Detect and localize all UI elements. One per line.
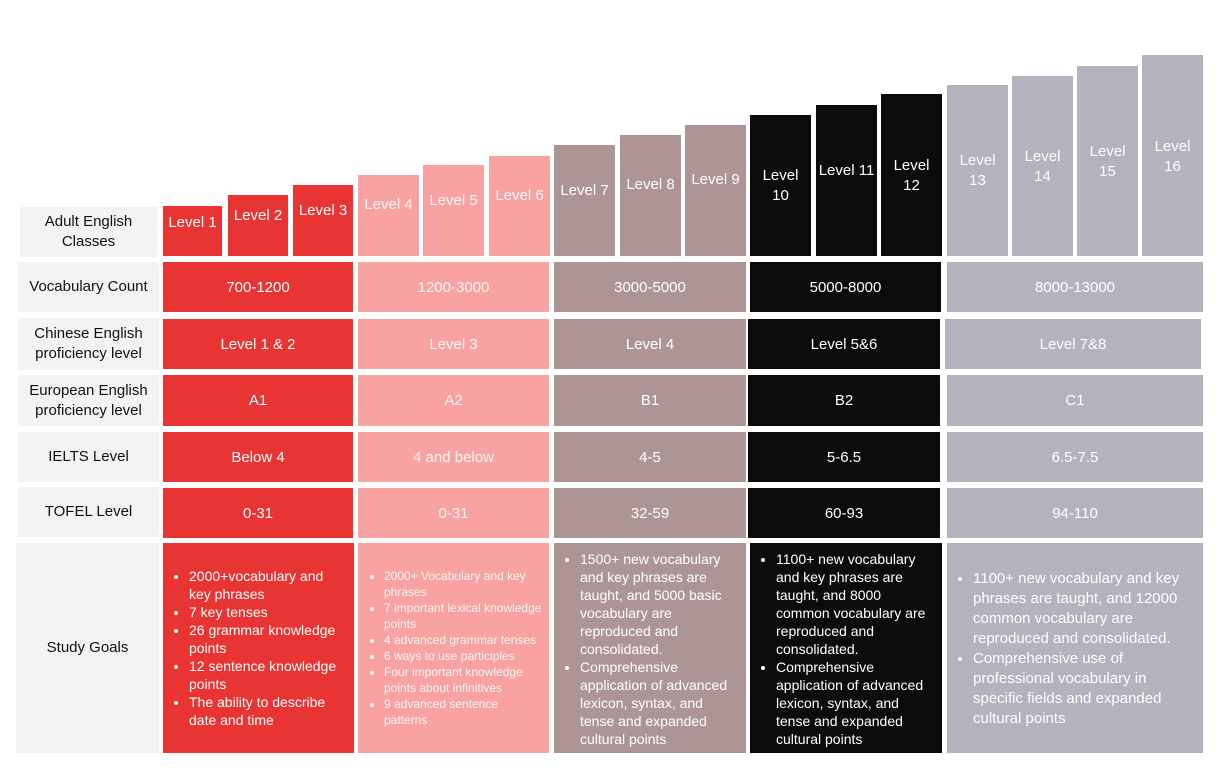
study-goals-list: 1100+ new vocabulary and key phrases are… — [750, 550, 942, 748]
level-bar: Level 12 — [881, 94, 942, 256]
european-level-cell: A1 — [163, 375, 353, 426]
study-goal-item: Comprehensive use of professional vocabu… — [973, 649, 1197, 729]
study-goal-item: Four important knowledge points about in… — [384, 664, 543, 696]
ielts-cell: 6.5-7.5 — [947, 432, 1203, 482]
ielts-cell: 5-6.5 — [748, 432, 940, 482]
level-bar: Level 5 — [423, 165, 484, 256]
level-bar: Level 16 — [1142, 55, 1203, 256]
european-level-cell: C1 — [947, 375, 1203, 426]
chinese-level-cell: Level 4 — [554, 319, 746, 369]
chinese-level-cell: Level 7&8 — [945, 319, 1201, 369]
level-bar-label: Level 6 — [495, 187, 544, 204]
chinese-level-cell: Level 5&6 — [748, 319, 940, 369]
ielts-cell: Below 4 — [163, 432, 353, 482]
study-goal-item: 2000+ Vocabulary and key phrases — [384, 568, 543, 600]
european-level-cell: A2 — [358, 375, 549, 426]
level-bar-label: Level 5 — [429, 192, 478, 209]
row-header-goals: Study Goals — [16, 543, 159, 753]
ielts-cell: 4-5 — [554, 432, 746, 482]
level-bar: Level 2 — [228, 195, 288, 256]
tofel-cell: 32-59 — [554, 488, 746, 538]
level-bar: Level 1 — [163, 206, 222, 256]
study-goals-list: 2000+vocabulary and key phrases 7 key te… — [163, 567, 354, 729]
row-header-tofel: TOFEL Level — [18, 487, 159, 537]
level-bar-label: Level 7 — [560, 182, 609, 199]
study-goal-item: 7 key tenses — [189, 603, 348, 621]
level-bar: Level 15 — [1077, 66, 1138, 256]
level-bar: Level 10 — [750, 115, 811, 256]
tofel-cell: 0-31 — [358, 488, 549, 538]
level-bar: Level 8 — [620, 135, 681, 256]
row-header-classes-text: Adult English Classes — [44, 213, 133, 250]
row-header-classes: Adult English Classes — [20, 207, 157, 257]
study-goal-item: The ability to describe date and time — [189, 693, 348, 729]
level-bar-label: Level 10 — [762, 167, 799, 204]
study-goal-item: 1100+ new vocabulary and key phrases are… — [973, 569, 1197, 649]
row-header-chinese-text: Chinese English proficiency level — [34, 325, 143, 362]
ielts-cell: 4 and below — [358, 432, 549, 482]
level-bar-label: Level 11 — [818, 162, 875, 179]
study-goal-item: 4 advanced grammar tenses — [384, 632, 543, 648]
tofel-cell: 60-93 — [748, 488, 940, 538]
study-goals-list: 2000+ Vocabulary and key phrases 7 impor… — [358, 568, 549, 728]
study-goals-cell: 1100+ new vocabulary and key phrases are… — [750, 543, 942, 753]
level-bar: Level 14 — [1012, 76, 1073, 256]
level-bar-label: Level 12 — [893, 157, 930, 194]
level-bar: Level 9 — [685, 125, 746, 256]
level-bar-label: Level 14 — [1024, 148, 1061, 185]
study-goal-item: 6 ways to use participles — [384, 648, 543, 664]
study-goals-cell: 1100+ new vocabulary and key phrases are… — [947, 543, 1203, 753]
tofel-cell: 94-110 — [947, 488, 1203, 538]
vocab-cell: 3000-5000 — [554, 262, 746, 312]
vocab-cell: 1200-3000 — [358, 262, 549, 312]
study-goal-item: 2000+vocabulary and key phrases — [189, 567, 348, 603]
level-bar-label: Level 4 — [364, 196, 413, 213]
chinese-level-cell: Level 1 & 2 — [163, 319, 353, 369]
level-bar-label: Level 9 — [691, 171, 740, 188]
row-header-european-text: European English proficiency level — [29, 381, 148, 419]
study-goals-cell: 1500+ new vocabulary and key phrases are… — [554, 543, 746, 753]
study-goal-item: 9 advanced sentence patterns — [384, 696, 543, 728]
study-goal-item: 7 important lexical knowledge points — [384, 600, 543, 632]
study-goal-item: 1500+ new vocabulary and key phrases are… — [580, 550, 740, 658]
level-bar: Level 4 — [358, 175, 419, 256]
level-bar: Level 13 — [947, 85, 1008, 256]
study-goals-list: 1500+ new vocabulary and key phrases are… — [554, 550, 746, 748]
tofel-cell: 0-31 — [163, 488, 353, 538]
level-bar: Level 3 — [293, 185, 353, 256]
vocab-cell: 5000-8000 — [750, 262, 941, 312]
level-bar-label: Level 2 — [233, 207, 283, 224]
level-bar-label: Level 13 — [959, 152, 996, 189]
level-bar-label: Level 3 — [298, 202, 348, 219]
study-goals-cell: 2000+vocabulary and key phrases 7 key te… — [163, 543, 354, 753]
level-bar-label: Level 16 — [1154, 138, 1191, 175]
level-bar-label: Level 15 — [1089, 143, 1126, 180]
vocab-cell: 8000-13000 — [947, 262, 1203, 312]
european-level-cell: B1 — [554, 375, 746, 426]
chinese-level-cell: Level 3 — [358, 319, 549, 369]
row-header-ielts: IELTS Level — [18, 432, 159, 482]
row-header-vocab: Vocabulary Count — [18, 262, 159, 312]
study-goals-list: 1100+ new vocabulary and key phrases are… — [947, 569, 1203, 729]
level-bar: Level 11 — [816, 105, 877, 256]
study-goals-cell: 2000+ Vocabulary and key phrases 7 impor… — [358, 543, 549, 753]
row-header-chinese: Chinese English proficiency level — [18, 318, 159, 370]
vocab-cell: 700-1200 — [163, 262, 353, 312]
study-goal-item: 1100+ new vocabulary and key phrases are… — [776, 550, 936, 658]
study-goal-item: Comprehensive application of advanced le… — [580, 658, 740, 748]
level-bar-label: Level 1 — [168, 214, 217, 231]
study-goal-item: Comprehensive application of advanced le… — [776, 658, 936, 748]
european-level-cell: B2 — [748, 375, 940, 426]
study-goal-item: 12 sentence knowledge points — [189, 657, 348, 693]
level-bar: Level 6 — [489, 156, 550, 256]
study-goal-item: 26 grammar knowledge points — [189, 621, 348, 657]
row-header-european: European English proficiency level — [18, 375, 159, 426]
level-bar: Level 7 — [554, 145, 615, 256]
level-bar-label: Level 8 — [626, 176, 675, 193]
